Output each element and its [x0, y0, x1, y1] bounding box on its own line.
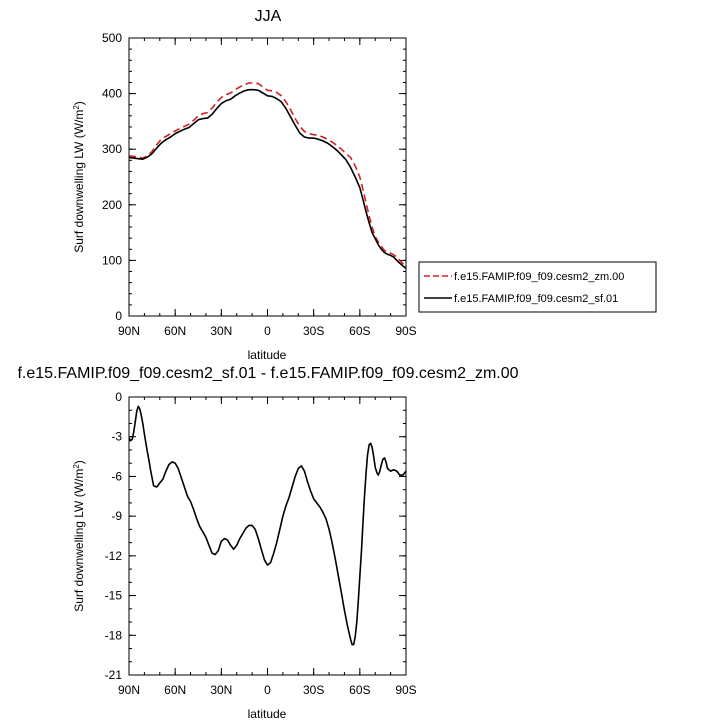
bottom-y-tick-label: 0	[115, 390, 122, 404]
bottom-x-tick-label: 90N	[118, 683, 140, 697]
top-series-line-2	[128, 88, 407, 269]
top-x-tick-label: 90N	[118, 324, 140, 338]
bottom-y-tick-label: -3	[111, 430, 122, 444]
top-y-tick-label: 500	[102, 31, 122, 45]
top-y-tick-label: 200	[102, 198, 122, 212]
legend-frame	[418, 261, 657, 313]
top-y-axis-label-close: )	[72, 101, 86, 105]
top-chart-title: JJA	[255, 8, 282, 25]
legend-label-series-2: f.e15.FAMIP.f09_f09.cesm2_sf.01	[454, 293, 618, 305]
bottom-x-tick-label: 30N	[210, 683, 232, 697]
bottom-y-tick-label: -6	[111, 469, 122, 483]
top-y-tick-label: 100	[102, 253, 122, 267]
top-x-tick-label: 30S	[303, 324, 324, 338]
bottom-y-tick-label: -9	[111, 509, 122, 523]
legend: f.e15.FAMIP.f09_f09.cesm2_zm.00 f.e15.FA…	[418, 261, 657, 313]
bottom-y-tick-label: -12	[105, 549, 123, 563]
bottom-x-tick-label: 60S	[349, 683, 370, 697]
bottom-y-axis-label-close: )	[72, 460, 86, 464]
top-series-line-1	[128, 82, 407, 267]
top-x-tick-label: 30N	[210, 324, 232, 338]
bottom-x-tick-label: 90S	[395, 683, 416, 697]
top-y-axis-label: Surf downwelling LW (W/m2)	[72, 101, 86, 253]
top-y-axis-label-sup: 2	[72, 105, 81, 110]
bottom-y-axis-label-sup: 2	[72, 464, 81, 469]
bottom-chart-panel: f.e15.FAMIP.f09_f09.cesm2_sf.01 - f.e15.…	[17, 365, 518, 721]
top-major-ticks	[128, 37, 407, 317]
bottom-series-lines	[128, 405, 407, 646]
bottom-x-tick-label: 60N	[164, 683, 186, 697]
bottom-major-ticks	[128, 396, 407, 676]
top-y-tick-label: 400	[102, 87, 122, 101]
bottom-y-axis-label: Surf downwelling LW (W/m2)	[72, 460, 86, 612]
bottom-minor-ticks	[128, 396, 407, 676]
bottom-y-tick-label: -15	[105, 589, 123, 603]
top-series-lines	[128, 82, 407, 269]
bottom-tick-labels: 90N 60N 30N 0 30S 60S 90S 0 -3 -6 -9 -12 -15 -18 -21	[105, 390, 417, 697]
bottom-chart-title: f.e15.FAMIP.f09_f09.cesm2_sf.01 - f.e15.…	[17, 365, 518, 382]
top-x-tick-label: 0	[264, 324, 271, 338]
top-y-tick-label: 300	[102, 142, 122, 156]
top-minor-ticks	[128, 37, 407, 317]
top-chart-panel: JJA 90N 60N 30N 0 30S 60S 90S0100200300400500 …	[72, 8, 657, 362]
bottom-x-tick-label: 0	[264, 683, 271, 697]
bottom-series-line-1	[128, 405, 407, 646]
top-plot-frame	[128, 37, 407, 317]
bottom-y-tick-label: -21	[105, 668, 123, 682]
bottom-plot-frame	[128, 396, 407, 676]
top-x-tick-label: 90S	[395, 324, 416, 338]
top-tick-labels: 90N 60N 30N 0 30S 60S 90S 0 100 200 300 400 500	[102, 31, 417, 338]
bottom-x-tick-label: 30S	[303, 683, 324, 697]
top-y-tick-label: 0	[115, 309, 122, 323]
bottom-x-axis-label: latitude	[248, 707, 287, 721]
bottom-y-tick-label: -18	[105, 628, 123, 642]
bottom-y-axis-label-main: Surf downwelling LW (W/m	[72, 469, 86, 612]
top-x-axis-label: latitude	[248, 348, 287, 362]
top-y-axis-label-main: Surf downwelling LW (W/m	[72, 110, 86, 253]
legend-label-series-1: f.e15.FAMIP.f09_f09.cesm2_zm.00	[454, 271, 624, 283]
top-x-tick-label: 60S	[349, 324, 370, 338]
top-x-tick-label: 60N	[164, 324, 186, 338]
